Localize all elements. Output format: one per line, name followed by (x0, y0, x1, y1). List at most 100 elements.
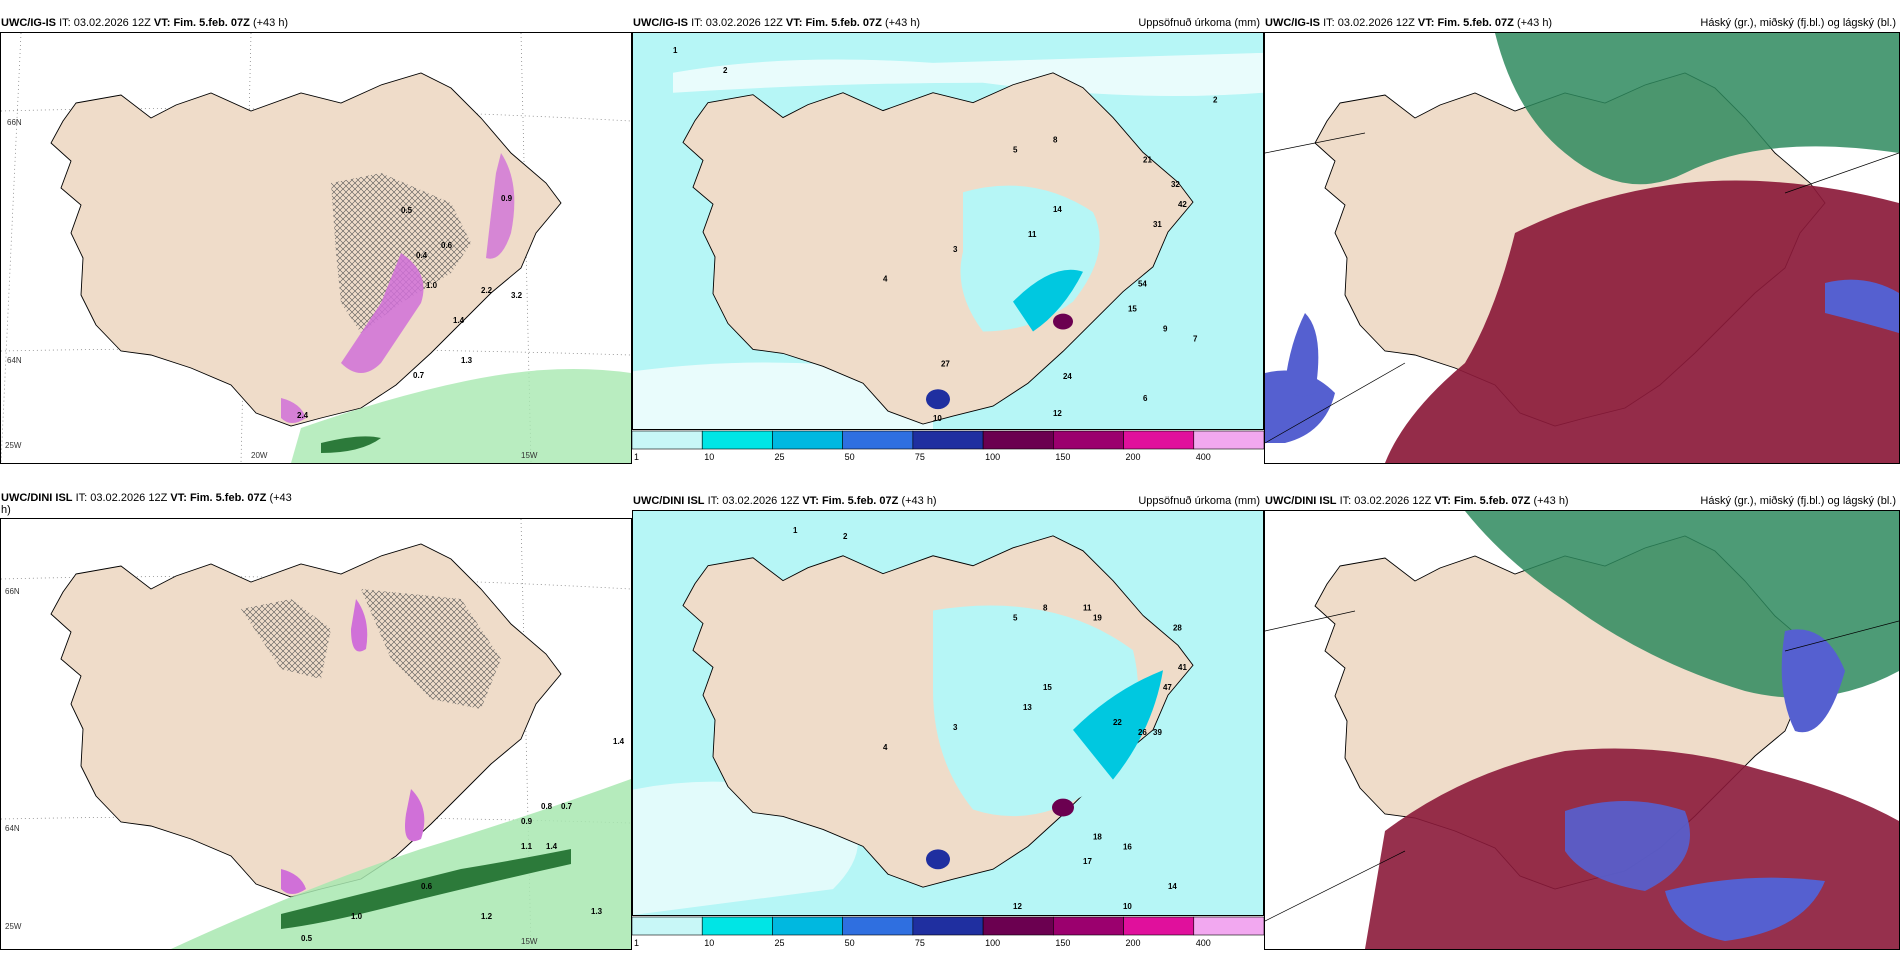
rain-core (321, 436, 381, 453)
value-label: 0.6 (421, 882, 433, 891)
value-label: 2 (723, 66, 728, 75)
it-label: IT: (75, 492, 88, 504)
vt-label: VT: (1417, 17, 1435, 29)
value-label: 1.4 (546, 842, 558, 851)
value-label: 41 (1178, 663, 1187, 672)
colorbar-tick-label: 25 (774, 452, 784, 462)
colorbar-swatch (631, 430, 703, 450)
colorbar-tick-label: 100 (985, 452, 1000, 462)
value-label: 1.3 (591, 907, 603, 916)
model-name: UWC/DINI ISL (633, 495, 705, 507)
colorbar-tick-label: 75 (915, 452, 925, 462)
model-name: UWC/DINI ISL (1, 492, 73, 504)
rain-core (281, 849, 571, 929)
value-label: 1.4 (453, 316, 465, 325)
vt-label: VT: (802, 495, 819, 507)
vt-label: VT: (785, 17, 803, 29)
colorbar-tick-label: 1 (634, 938, 639, 948)
panel-igis-snow: UWC/IG-IS IT: 03.02.2026 12Z VT: Fim. 5.… (0, 14, 632, 464)
map-canvas[interactable]: 1 2 3 4 5 8 11 13 15 19 22 26 39 47 41 2… (632, 510, 1264, 916)
colorbar-tick-label: 10 (704, 938, 714, 948)
panel-dini-precip: UWC/DINI ISL IT: 03.02.2026 12Z VT: Fim.… (631, 492, 1265, 950)
value-label: 32 (1171, 180, 1180, 189)
colorbar-swatch (842, 430, 914, 450)
colorbar-swatch (842, 916, 914, 936)
colorbar-tick-label: 10 (704, 452, 714, 462)
model-name: UWC/IG-IS (633, 17, 688, 29)
value-label: 1 (793, 526, 798, 535)
value-label: 2.2 (481, 286, 493, 295)
value-label: 0.7 (413, 371, 425, 380)
cloud-low (1265, 370, 1335, 443)
dry-area (673, 52, 1263, 97)
value-label: 1 (673, 46, 678, 55)
value-label: 54 (1138, 280, 1147, 289)
snow-area-3 (281, 398, 306, 423)
colorbar-tick-label: 50 (845, 938, 855, 948)
precip-max-2 (926, 389, 950, 410)
rain-area (171, 779, 631, 949)
colorbar-tick-label: 1 (634, 452, 639, 462)
valid-time: Fim. 5.feb. 07Z (173, 17, 250, 29)
map-canvas[interactable]: 1.4 0.9 0.8 0.7 1.1 1.4 0.6 1.2 1.0 1.3 … (0, 518, 632, 950)
snow-area-2 (486, 153, 515, 259)
valid-time: Fim. 5.feb. 07Z (1437, 17, 1514, 29)
value-label: 28 (1173, 623, 1182, 632)
value-label: 5 (1013, 613, 1018, 622)
lat-label: 66N (7, 118, 22, 127)
colorbar-swatch (912, 430, 984, 450)
map-canvas[interactable]: 1 2 3 4 5 8 14 27 24 11 21 32 42 31 54 1… (632, 32, 1264, 430)
value-label: 1.4 (613, 737, 625, 746)
colorbar-tick-label: 150 (1055, 452, 1070, 462)
value-label: 27 (941, 359, 950, 368)
valid-time: Fim. 5.feb. 07Z (189, 492, 267, 504)
panel-header: UWC/DINI ISL IT: 03.02.2026 12Z VT: Fim.… (632, 492, 1264, 510)
panel-header: UWC/DINI ISL IT: 03.02.2026 12Z VT: Fim.… (0, 492, 632, 518)
colorbar-svg: 1 10 25 50 75 100 150 200 400 (631, 916, 1265, 948)
cloud-low-2 (1825, 279, 1899, 333)
it-label: IT: (59, 17, 71, 29)
value-label: 2.4 (297, 411, 309, 420)
value-label: 15 (1128, 305, 1137, 314)
vt-label: VT: (170, 492, 187, 504)
model-name: UWC/IG-IS (1, 17, 56, 29)
map-canvas[interactable]: 0.7 0.5 1.0 0.4 0.6 1.4 2.2 3.2 0.9 1.3 … (0, 32, 632, 464)
value-label: 0.4 (416, 251, 428, 260)
colorbar-tick-label: 200 (1126, 938, 1141, 948)
it-time: 03.02.2026 12Z (705, 17, 783, 29)
panel-igis-precip: UWC/IG-IS IT: 03.02.2026 12Z VT: Fim. 5.… (631, 14, 1265, 464)
lon-label: 15W (521, 937, 538, 946)
value-label: 14 (1168, 882, 1177, 891)
colorbar-svg: 1 10 25 50 75 100 150 200 400 (631, 430, 1265, 462)
map-svg (1265, 33, 1899, 463)
value-label: 3 (953, 245, 958, 254)
it-time: 03.02.2026 12Z (1354, 495, 1432, 507)
value-label: 2 (843, 532, 848, 541)
value-label: 5 (1013, 145, 1018, 154)
colorbar-swatch (1123, 916, 1195, 936)
panel-dini-clouds: UWC/DINI ISL IT: 03.02.2026 12Z VT: Fim.… (1264, 492, 1900, 950)
value-label: 1.0 (426, 281, 438, 290)
precip-max (1053, 313, 1073, 330)
it-label: IT: (1323, 17, 1335, 29)
colorbar-swatch (1053, 916, 1124, 936)
map-canvas[interactable] (1264, 510, 1900, 950)
map-svg (1265, 511, 1899, 949)
value-label: 0.7 (561, 802, 573, 811)
map-canvas[interactable] (1264, 32, 1900, 464)
colorbar-swatch (982, 916, 1054, 936)
colorbar-swatch (772, 430, 843, 450)
colorbar-swatch (912, 916, 984, 936)
colorbar-swatch (701, 916, 773, 936)
panel-igis-clouds: UWC/IG-IS IT: 03.02.2026 12Z VT: Fim. 5.… (1264, 14, 1900, 464)
field-title: Uppsöfnuð úrkoma (mm) (1138, 17, 1260, 29)
map-svg: 1 2 3 4 5 8 11 13 15 19 22 26 39 47 41 2… (633, 511, 1263, 915)
value-label: 11 (1028, 230, 1037, 239)
lead-time: (+43 h) (1533, 495, 1569, 507)
snow-area (351, 599, 368, 652)
value-label: 1.2 (481, 912, 493, 921)
value-label: 16 (1123, 842, 1132, 851)
map-svg: 1.4 0.9 0.8 0.7 1.1 1.4 0.6 1.2 1.0 1.3 … (1, 519, 631, 949)
value-label: 6 (1143, 394, 1148, 403)
value-label: 0.9 (521, 817, 533, 826)
